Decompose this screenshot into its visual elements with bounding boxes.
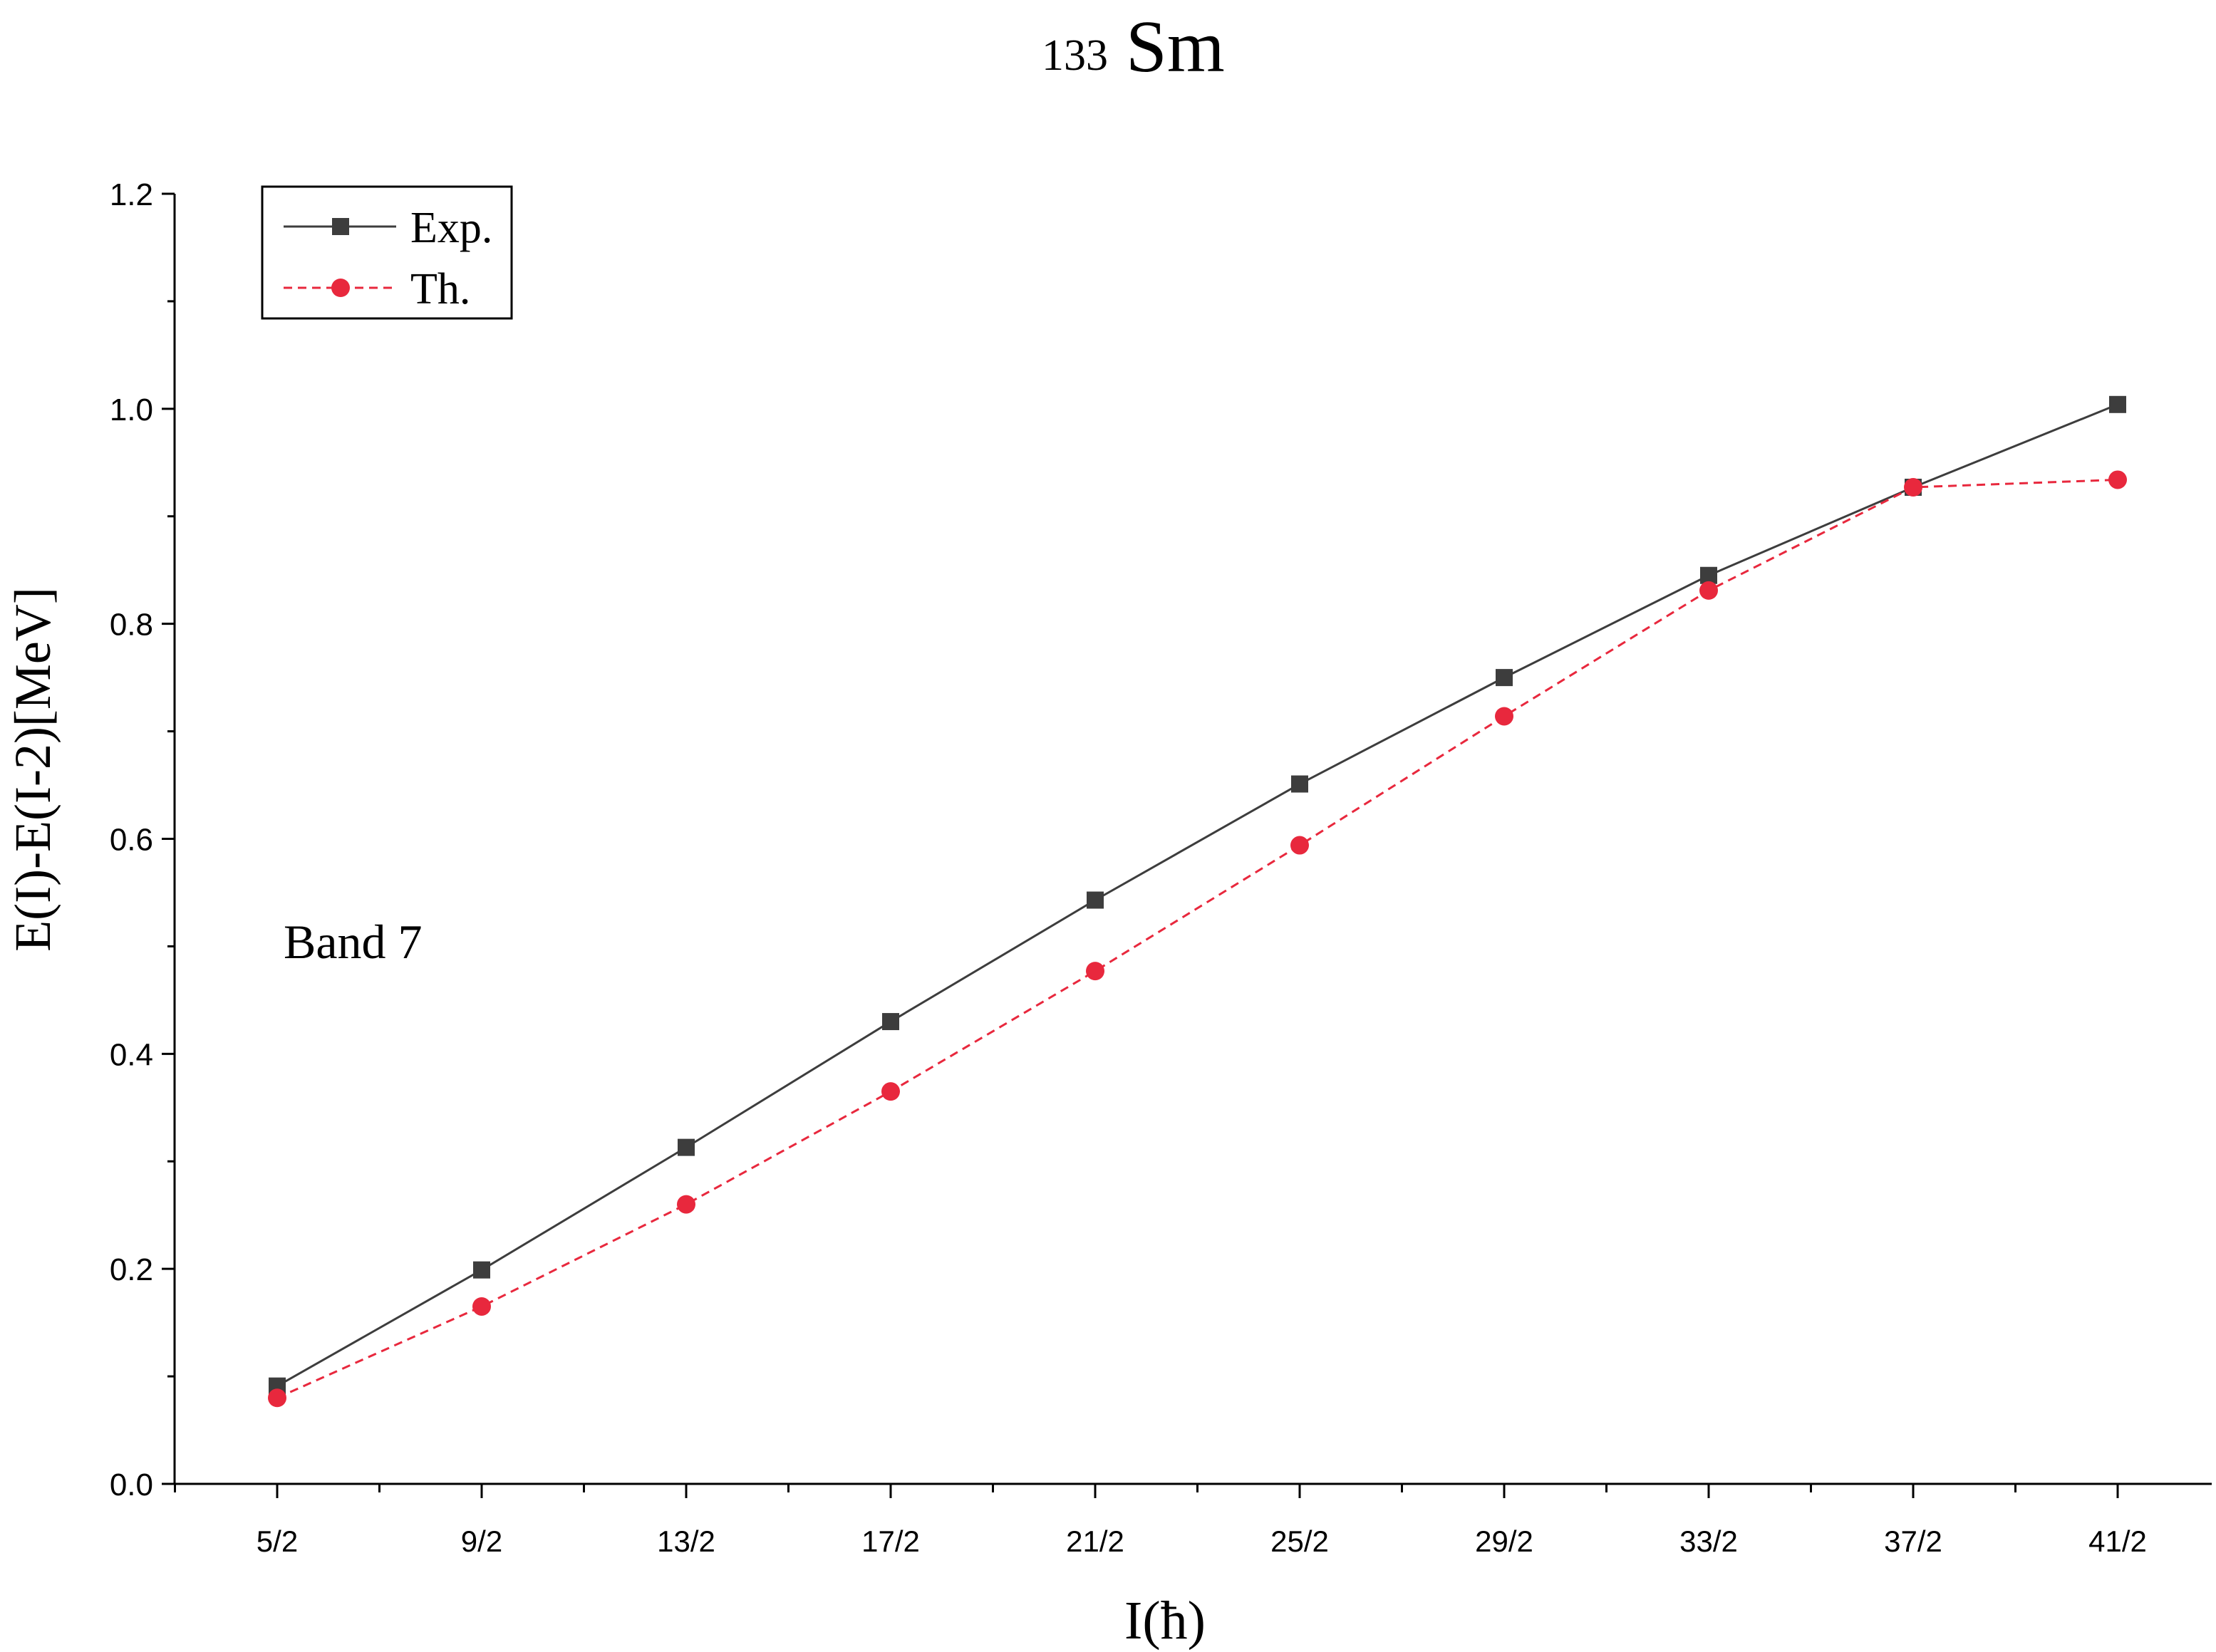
exp-point [678, 1138, 695, 1156]
y-tick-label: 0.2 [110, 1252, 153, 1287]
y-tick-label: 1.2 [110, 177, 153, 212]
exp-point [882, 1013, 899, 1031]
exp-point [1700, 566, 1717, 584]
legend-label-th: Th. [410, 265, 470, 313]
series-line-exp [276, 403, 2118, 1387]
x-tick-label: 41/2 [2088, 1524, 2147, 1558]
x-tick-label: 13/2 [657, 1524, 715, 1558]
x-axis-label: I(ħ) [1124, 1591, 1206, 1651]
x-tick-label: 37/2 [1884, 1524, 1942, 1558]
legend-label-exp: Exp. [410, 204, 492, 252]
axes [173, 194, 2212, 1485]
x-tick-label: 33/2 [1679, 1524, 1738, 1558]
series-line-th [276, 478, 2118, 1399]
legend-box [261, 185, 513, 320]
th-point [2108, 470, 2127, 489]
exp-point [473, 1261, 490, 1279]
x-tick-label: 29/2 [1475, 1524, 1533, 1558]
y-axis-label: E(I)-E(I-2)[MeV] [4, 587, 61, 952]
exp-point [2109, 395, 2126, 413]
exp-point [1087, 891, 1104, 909]
y-tick-label: 1.0 [110, 393, 153, 427]
th-point [677, 1195, 695, 1214]
y-ticks: 0.0 0.2 0.4 0.6 0.8 1.0 1.2 [110, 177, 175, 1502]
th-point [1904, 478, 1922, 497]
x-ticks: 5/2 9/2 13/2 17/2 21/2 25/2 29/2 33/2 37/2 41/2 [174, 1484, 2147, 1558]
x-tick-label: 25/2 [1270, 1524, 1329, 1558]
y-tick-label: 0.0 [110, 1467, 153, 1502]
th-point [1086, 962, 1104, 981]
y-tick-label: 0.8 [110, 608, 153, 643]
y-tick-label: 0.4 [110, 1037, 153, 1072]
exp-point [1496, 669, 1513, 687]
x-tick-label: 9/2 [461, 1524, 502, 1558]
x-tick-label: 5/2 [257, 1524, 298, 1558]
th-point [1495, 707, 1513, 726]
y-tick-label: 0.6 [110, 823, 153, 858]
th-point [1699, 581, 1718, 600]
legend: Exp. Th. [261, 185, 513, 320]
legend-marker-th [331, 279, 350, 297]
chart-title-superscript: 133 [1042, 31, 1108, 80]
band-annotation: Band 7 [284, 915, 423, 969]
exp-point [1291, 775, 1308, 793]
series-layer [268, 395, 2127, 1408]
th-point [881, 1082, 900, 1101]
chart-title: Sm [1126, 6, 1225, 88]
x-tick-label: 17/2 [861, 1524, 920, 1558]
th-point [472, 1297, 491, 1316]
legend-marker-exp [332, 218, 349, 235]
x-tick-label: 21/2 [1066, 1524, 1124, 1558]
th-point [268, 1388, 286, 1408]
th-point [1290, 836, 1309, 855]
